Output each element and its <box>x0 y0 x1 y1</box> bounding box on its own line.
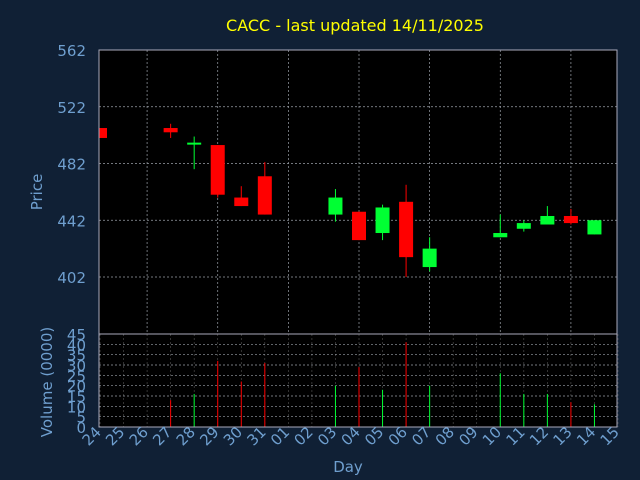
candle-body <box>375 207 390 234</box>
price-panel: 402 442 482 522 562 <box>57 42 618 335</box>
volume-axis-label: Volume (0000) <box>38 327 56 437</box>
volume-tick-label: 25 <box>67 367 86 385</box>
volume-tick-label: 20 <box>67 378 86 396</box>
volume-tick-label: 35 <box>67 347 86 365</box>
price-tick-label: 562 <box>57 42 86 60</box>
candle-body <box>163 128 178 133</box>
price-tick-label: 522 <box>57 99 86 117</box>
chart-title: CACC - last updated 14/11/2025 <box>226 16 484 35</box>
volume-border <box>98 333 618 428</box>
volume-tick-label: 40 <box>67 336 86 354</box>
candle-body <box>210 145 225 195</box>
price-tick-label: 482 <box>57 156 86 174</box>
price-tick-label: 402 <box>57 269 86 287</box>
volume-tick-label: 15 <box>67 388 86 406</box>
volume-plot-area <box>99 334 617 427</box>
candle-body <box>540 215 555 225</box>
volume-tick-label: 30 <box>67 357 86 375</box>
volume-tick-label: 5 <box>76 409 86 427</box>
candle-body <box>187 142 202 145</box>
price-axis-label: Price <box>28 174 46 211</box>
candle-body <box>493 233 508 238</box>
candle-body <box>234 197 249 207</box>
volume-tick-label: 10 <box>67 398 86 416</box>
volume-tick-label: 45 <box>67 326 86 344</box>
candle-body <box>587 220 602 235</box>
candle-body <box>352 211 366 241</box>
candle-body <box>516 223 531 229</box>
candle-body <box>399 201 414 258</box>
candle-body <box>563 215 578 224</box>
volume-panel: 0510152025303540452425262728293031010203… <box>67 326 623 449</box>
candle-body <box>422 248 437 268</box>
candle-body <box>257 176 272 215</box>
price-tick-label: 442 <box>57 212 86 230</box>
x-axis-label: Day <box>333 458 363 476</box>
volume-tick-label: 0 <box>76 419 86 437</box>
price-plot-area <box>99 50 617 334</box>
candle-body <box>328 197 343 215</box>
candle-body <box>99 128 107 138</box>
